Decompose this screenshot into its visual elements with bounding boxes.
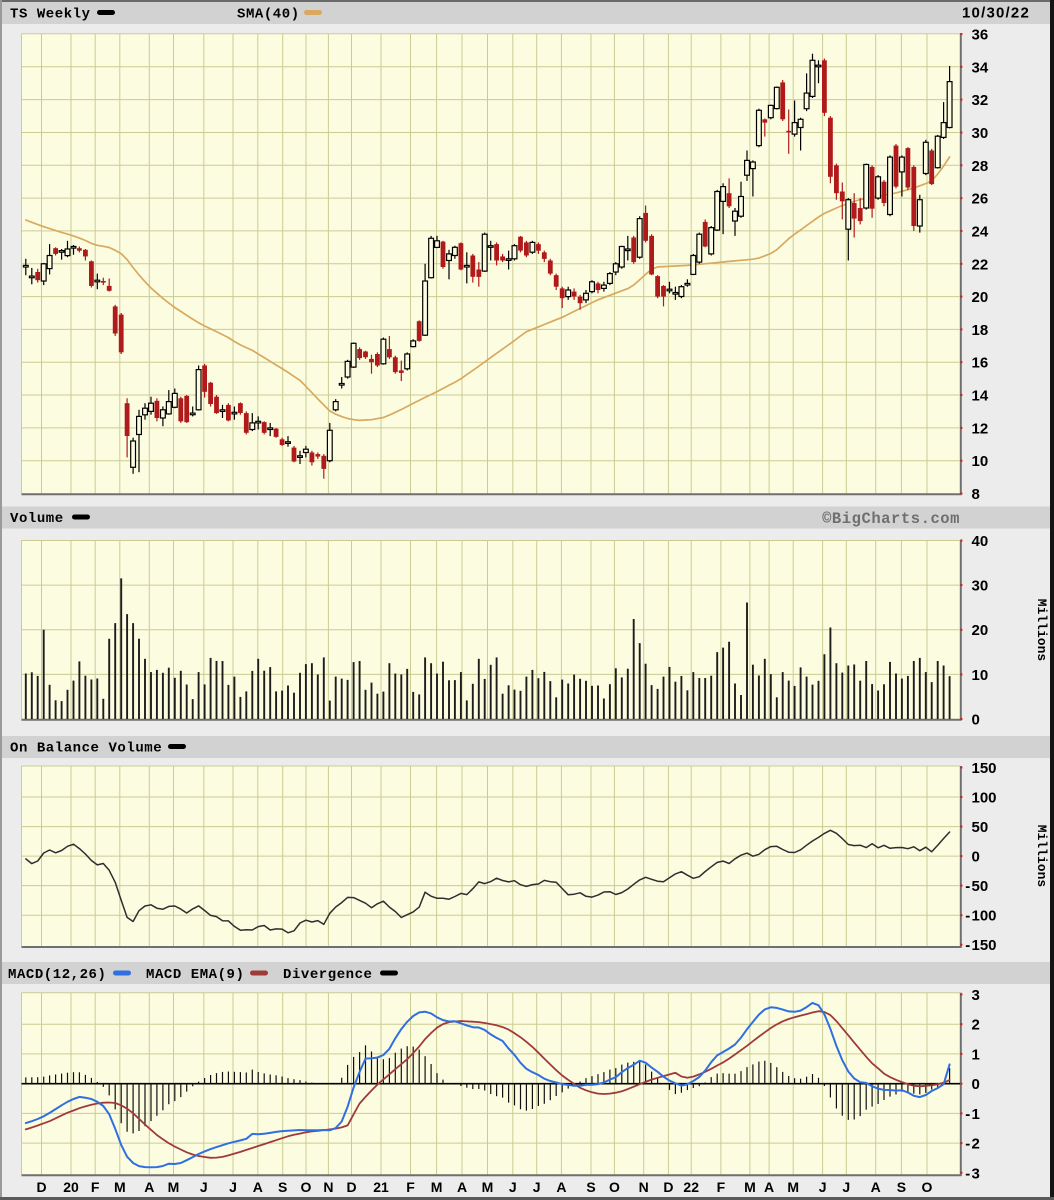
- svg-text:Millions: Millions: [1034, 825, 1049, 888]
- svg-text:O: O: [301, 1179, 312, 1195]
- svg-text:A: A: [457, 1179, 467, 1195]
- svg-text:28: 28: [972, 158, 989, 175]
- svg-text:F: F: [406, 1179, 415, 1195]
- svg-text:N: N: [639, 1179, 649, 1195]
- svg-text:D: D: [663, 1179, 673, 1195]
- svg-text:-: -: [965, 1165, 970, 1182]
- svg-text:J: J: [533, 1179, 541, 1195]
- svg-text:20: 20: [63, 1179, 79, 1195]
- svg-text:D: D: [36, 1179, 46, 1195]
- svg-text:S: S: [586, 1179, 595, 1195]
- svg-text:3: 3: [972, 987, 980, 1004]
- svg-text:14: 14: [972, 388, 989, 405]
- svg-text:M: M: [431, 1179, 443, 1195]
- svg-text:-: -: [965, 1106, 970, 1123]
- svg-text:A: A: [144, 1179, 154, 1195]
- svg-text:0: 0: [972, 1076, 980, 1093]
- svg-text:M: M: [744, 1179, 756, 1195]
- svg-text:A: A: [871, 1179, 881, 1195]
- svg-text:34: 34: [972, 59, 989, 76]
- svg-text:SMA(40): SMA(40): [237, 7, 300, 23]
- svg-text:20: 20: [972, 622, 989, 639]
- svg-text:22: 22: [972, 256, 989, 273]
- svg-text:26: 26: [972, 191, 989, 208]
- svg-text:100: 100: [972, 908, 997, 925]
- svg-text:F: F: [717, 1179, 726, 1195]
- svg-text:A: A: [253, 1179, 263, 1195]
- svg-text:36: 36: [972, 27, 989, 44]
- svg-text:Millions: Millions: [1034, 599, 1049, 662]
- svg-text:J: J: [509, 1179, 517, 1195]
- svg-text:O: O: [609, 1179, 620, 1195]
- svg-text:150: 150: [972, 760, 997, 777]
- svg-text:10/30/22: 10/30/22: [962, 5, 1030, 22]
- svg-text:On Balance Volume: On Balance Volume: [10, 741, 162, 757]
- svg-text:50: 50: [972, 819, 989, 836]
- svg-text:1: 1: [972, 1106, 980, 1123]
- svg-text:O: O: [922, 1179, 933, 1195]
- svg-text:24: 24: [972, 223, 989, 240]
- svg-text:M: M: [482, 1179, 494, 1195]
- svg-text:20: 20: [972, 289, 989, 306]
- svg-text:M: M: [168, 1179, 180, 1195]
- svg-text:150: 150: [972, 937, 997, 954]
- svg-text:S: S: [897, 1179, 906, 1195]
- svg-text:-: -: [965, 937, 970, 954]
- svg-text:18: 18: [972, 322, 989, 339]
- svg-text:8: 8: [972, 486, 980, 503]
- svg-text:3: 3: [972, 1165, 980, 1182]
- svg-text:0: 0: [972, 849, 980, 866]
- svg-text:2: 2: [972, 1136, 980, 1153]
- svg-text:1: 1: [972, 1046, 980, 1063]
- svg-text:-: -: [965, 908, 970, 925]
- svg-text:12: 12: [972, 420, 989, 437]
- svg-text:-: -: [965, 878, 970, 895]
- svg-text:10: 10: [972, 453, 989, 470]
- svg-text:100: 100: [972, 790, 997, 807]
- svg-text:16: 16: [972, 355, 989, 372]
- svg-text:M: M: [787, 1179, 799, 1195]
- svg-text:J: J: [819, 1179, 827, 1195]
- svg-text:A: A: [556, 1179, 566, 1195]
- svg-text:2: 2: [972, 1017, 980, 1034]
- svg-text:22: 22: [683, 1179, 699, 1195]
- svg-text:-: -: [965, 1136, 970, 1153]
- svg-text:0: 0: [972, 712, 980, 729]
- svg-text:A: A: [764, 1179, 774, 1195]
- svg-text:F: F: [91, 1179, 100, 1195]
- svg-text:MACD(12,26): MACD(12,26): [8, 967, 106, 983]
- svg-text:J: J: [842, 1179, 850, 1195]
- svg-text:30: 30: [972, 578, 989, 595]
- svg-text:10: 10: [972, 667, 989, 684]
- svg-text:D: D: [346, 1179, 356, 1195]
- svg-text:J: J: [229, 1179, 237, 1195]
- svg-text:©BigCharts.com: ©BigCharts.com: [822, 510, 960, 528]
- svg-text:M: M: [114, 1179, 126, 1195]
- svg-text:S: S: [278, 1179, 287, 1195]
- svg-text:Divergence: Divergence: [283, 967, 373, 983]
- svg-text:30: 30: [972, 125, 989, 142]
- svg-text:MACD EMA(9): MACD EMA(9): [146, 967, 244, 983]
- svg-text:TS Weekly: TS Weekly: [10, 7, 91, 23]
- svg-text:N: N: [323, 1179, 333, 1195]
- svg-text:J: J: [200, 1179, 208, 1195]
- svg-text:40: 40: [972, 533, 989, 550]
- svg-text:21: 21: [373, 1179, 389, 1195]
- svg-text:Volume: Volume: [10, 511, 64, 527]
- svg-text:50: 50: [972, 878, 989, 895]
- svg-text:32: 32: [972, 92, 989, 109]
